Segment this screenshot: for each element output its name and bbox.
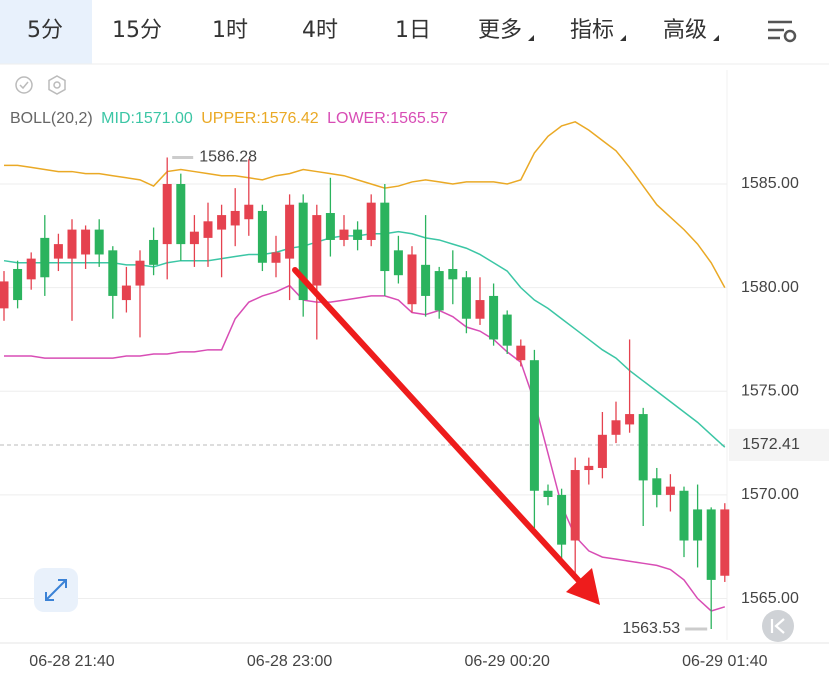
candle-body: [13, 268, 23, 301]
y-tick-label: 1565.00: [741, 590, 799, 607]
candle-body: [312, 215, 322, 286]
trend-arrow: [292, 267, 600, 605]
min-label: 1563.53: [622, 620, 680, 637]
candle-body: [448, 268, 458, 280]
candle-body: [529, 360, 539, 491]
candle-body: [625, 414, 635, 425]
candle-body: [693, 509, 703, 541]
boll-line: [4, 284, 726, 612]
candle-body: [189, 231, 199, 245]
candle-body: [298, 202, 308, 301]
candle-body: [461, 277, 471, 319]
candle-body: [434, 271, 444, 311]
last-price-label: 1572.41: [742, 436, 800, 453]
candle-body: [584, 465, 594, 471]
candle-body: [67, 229, 77, 259]
candle-body: [121, 285, 131, 301]
candle-body: [203, 221, 213, 238]
candle-body: [81, 229, 91, 255]
indicator-legend: BOLL(20,2) MID:1571.00 UPPER:1576.42 LOW…: [10, 110, 448, 127]
toolbar: [0, 0, 829, 64]
candle-body: [407, 254, 417, 305]
boll-line: [4, 121, 726, 288]
candle-body: [26, 258, 36, 280]
y-tick-label: 1585.00: [741, 175, 799, 192]
scroll-to-latest-button[interactable]: [762, 610, 794, 642]
candle-body: [176, 184, 186, 245]
last-price-box: [729, 428, 829, 461]
eye-icon[interactable]: [15, 76, 33, 94]
indicator-lower: LOWER:1565.57: [327, 110, 448, 127]
candle-body: [257, 210, 267, 263]
expand-button[interactable]: [34, 568, 78, 612]
candle-body: [94, 229, 104, 255]
tab[interactable]: 更多: [478, 18, 522, 43]
candle-body: [489, 295, 499, 340]
candle-body: [502, 314, 512, 346]
max-label: 1586.28: [199, 149, 257, 166]
candle-body: [135, 260, 145, 286]
candle-body: [40, 237, 50, 278]
tab-caret: [713, 35, 719, 41]
candle-body: [720, 509, 730, 576]
candle-body: [421, 264, 431, 296]
tab[interactable]: 高级: [663, 18, 707, 43]
tab[interactable]: 15分: [112, 18, 162, 43]
boll-line: [3, 230, 726, 448]
y-tick-label: 1570.00: [741, 486, 799, 503]
candle-body: [162, 184, 172, 245]
indicator-name: BOLL(20,2): [10, 110, 93, 127]
candle-body: [149, 239, 159, 265]
candle-body: [393, 250, 403, 276]
candle-body: [638, 414, 648, 481]
candle-body: [557, 494, 567, 545]
candle-body: [652, 478, 662, 495]
tab[interactable]: 1日: [395, 18, 431, 43]
indicator-mid: MID:1571.00: [101, 110, 193, 127]
tab-caret: [528, 35, 534, 41]
tab[interactable]: 4时: [302, 18, 338, 43]
candle-body: [611, 420, 621, 435]
candle-body: [706, 509, 716, 580]
candle-body: [271, 252, 281, 263]
y-tick-label: 1575.00: [741, 382, 799, 399]
candle-body: [108, 250, 118, 296]
candle-body: [665, 486, 675, 495]
tab[interactable]: 指标: [570, 18, 614, 43]
x-tick-label: 06-29 01:40: [682, 653, 768, 670]
candle-body: [543, 490, 553, 497]
indicator-upper: UPPER:1576.42: [201, 110, 319, 127]
candle-body: [516, 345, 526, 361]
tab[interactable]: 5分: [27, 18, 63, 43]
candle-body: [679, 490, 689, 541]
candle-body: [475, 300, 485, 319]
x-tick-label: 06-28 23:00: [247, 653, 333, 670]
candle-body: [597, 434, 607, 468]
tab-active-bg: [0, 0, 92, 64]
candle-body: [230, 210, 240, 226]
settings-icon[interactable]: [768, 20, 797, 43]
x-tick-label: 06-29 00:20: [464, 653, 550, 670]
candle-body: [325, 213, 335, 240]
candle-body: [217, 215, 227, 230]
tab[interactable]: 1时: [212, 18, 248, 43]
y-tick-label: 1580.00: [741, 279, 799, 296]
candle-body: [0, 281, 9, 309]
candle-body: [366, 202, 376, 240]
plot-area: 1565.00 1570.00 1575.00 1580.00 1585.00 06-28…: [0, 70, 829, 670]
candle-body: [244, 204, 254, 220]
settings-hex-icon[interactable]: [48, 75, 66, 95]
candle-body: [380, 202, 390, 272]
tab-bar: 5分 15分 1时 4时 1日 更多 指标 高级: [0, 0, 719, 64]
tab-caret: [620, 35, 626, 41]
candle-body: [339, 229, 349, 240]
candle-body: [53, 244, 63, 259]
x-tick-label: 06-28 21:40: [29, 653, 115, 670]
candle-body: [570, 470, 580, 541]
candle-body: [353, 229, 363, 240]
candle-body: [285, 204, 295, 259]
